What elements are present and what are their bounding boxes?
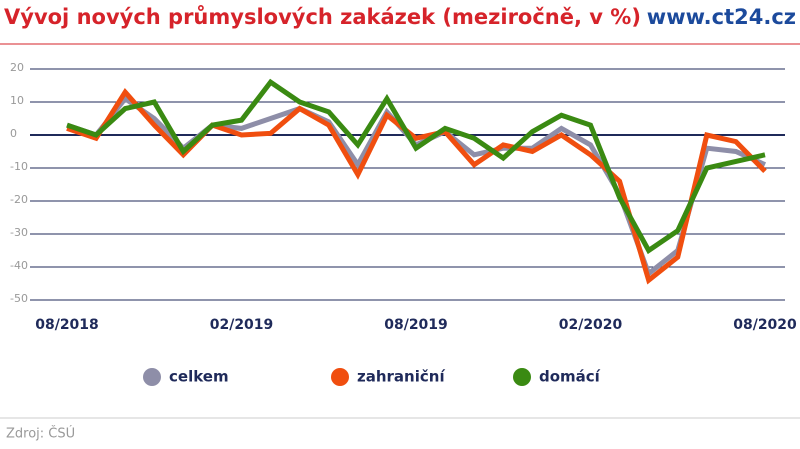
series-line [66, 95, 767, 278]
source: Zdroj: ČSÚ [6, 426, 75, 442]
y-tick-label: 20 [10, 61, 24, 74]
y-tick-label: 0 [10, 127, 17, 140]
y-tick-label: 10 [10, 94, 24, 107]
chart-title: Vývoj nových průmyslových zakázek (mezir… [4, 5, 641, 29]
legend-label: zahraniční [357, 368, 445, 386]
x-tick-label: 08/2020 [733, 317, 797, 333]
y-tick-label: -10 [10, 160, 28, 173]
y-tick-label: -40 [10, 259, 28, 272]
legend-swatch [143, 368, 161, 386]
legend-label: celkem [169, 368, 229, 386]
x-tick-label: 02/2019 [210, 317, 274, 333]
x-tick-label: 08/2018 [35, 317, 99, 333]
series-line [66, 78, 766, 255]
y-tick-label: -30 [10, 226, 28, 239]
x-tick-label: 08/2019 [384, 317, 448, 333]
legend-swatch [513, 368, 531, 386]
x-tick-label: 02/2020 [559, 317, 623, 333]
y-tick-label: -50 [10, 292, 28, 305]
legend-label: domácí [539, 368, 601, 386]
series-line [66, 87, 767, 285]
brand: www.ct24.cz [647, 5, 796, 29]
y-tick-label: -20 [10, 193, 28, 206]
legend-swatch [331, 368, 349, 386]
